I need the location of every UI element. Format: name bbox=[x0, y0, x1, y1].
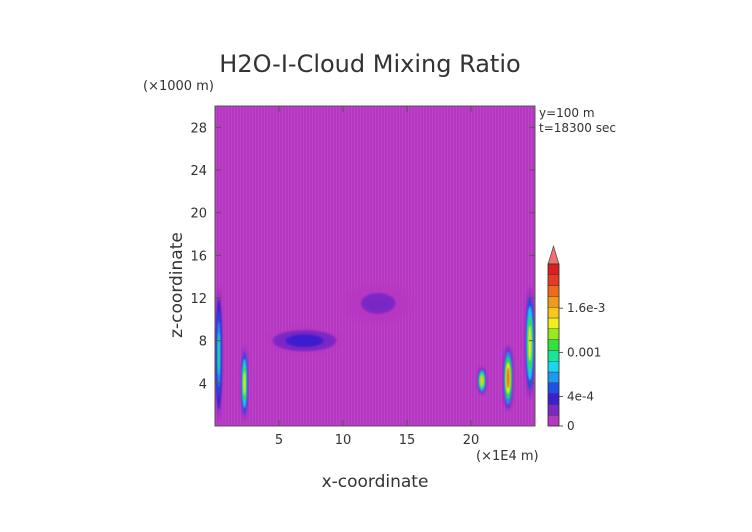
colorbar-segment bbox=[547, 317, 560, 330]
cloud-features bbox=[215, 282, 535, 421]
colorbar-tick-label: 0 bbox=[567, 419, 575, 433]
colorbar-segment bbox=[547, 285, 560, 297]
colorbar-segment bbox=[547, 263, 560, 276]
x-tick-label: 5 bbox=[275, 433, 283, 448]
y-tick-label: 24 bbox=[190, 164, 207, 179]
y-tick-label: 4 bbox=[199, 377, 207, 392]
colorbar-segment bbox=[547, 371, 560, 384]
chart-title: H2O-I-Cloud Mixing Ratio bbox=[219, 50, 520, 78]
annotation-t: t=18300 sec bbox=[539, 121, 616, 135]
colorbar: 0 4e-4 0.001 1.6e-3 bbox=[547, 244, 605, 433]
y-tick-label: 16 bbox=[190, 249, 207, 264]
colorbar-segment bbox=[547, 307, 560, 319]
y-tick-label: 8 bbox=[199, 335, 207, 350]
colorbar-frame bbox=[547, 263, 560, 427]
cloud-contour bbox=[292, 336, 317, 345]
cloud-contour bbox=[506, 367, 510, 389]
annotation-y: y=100 m bbox=[539, 106, 595, 120]
y-axis: 4 8 12 16 20 24 28 bbox=[190, 121, 535, 392]
colorbar-extend-arrow bbox=[547, 244, 560, 265]
y-axis-label: z-coordinate bbox=[167, 232, 187, 338]
plot-frame bbox=[214, 105, 536, 427]
x-axis-label: x-coordinate bbox=[322, 472, 429, 492]
heatmap-texture bbox=[215, 106, 535, 426]
y-tick-label: 12 bbox=[190, 292, 207, 307]
colorbar-segment bbox=[547, 328, 560, 340]
y-tick-label: 28 bbox=[190, 121, 207, 136]
colorbar-segment bbox=[547, 361, 560, 373]
colorbar-tick-label: 0.001 bbox=[567, 345, 601, 359]
colorbar-segment bbox=[547, 296, 560, 308]
cloud-contour bbox=[217, 332, 221, 376]
x-tick-label: 15 bbox=[399, 433, 416, 448]
x-axis: 5 10 15 20 bbox=[275, 106, 479, 448]
cloud-contour bbox=[480, 376, 484, 385]
colorbar-segment bbox=[547, 382, 560, 394]
colorbar-tick-label: 4e-4 bbox=[567, 390, 594, 404]
colorbar-segment bbox=[547, 274, 560, 286]
cloud-contour bbox=[243, 371, 246, 396]
y-units-label: (×1000 m) bbox=[143, 79, 214, 94]
y-tick-label: 20 bbox=[190, 207, 207, 222]
colorbar-segment bbox=[547, 393, 560, 405]
colorbar-segment bbox=[547, 339, 560, 351]
x-units-label: (×1E4 m) bbox=[476, 449, 539, 464]
plot-area bbox=[215, 106, 535, 426]
cloud-contour bbox=[528, 325, 532, 362]
colorbar-segment bbox=[547, 404, 560, 416]
colorbar-tick-label: 1.6e-3 bbox=[567, 301, 605, 315]
x-tick-label: 20 bbox=[463, 433, 480, 448]
cloud-contour bbox=[366, 296, 390, 311]
colorbar-segment bbox=[547, 350, 560, 362]
x-tick-label: 10 bbox=[335, 433, 352, 448]
colorbar-segment bbox=[547, 415, 560, 427]
